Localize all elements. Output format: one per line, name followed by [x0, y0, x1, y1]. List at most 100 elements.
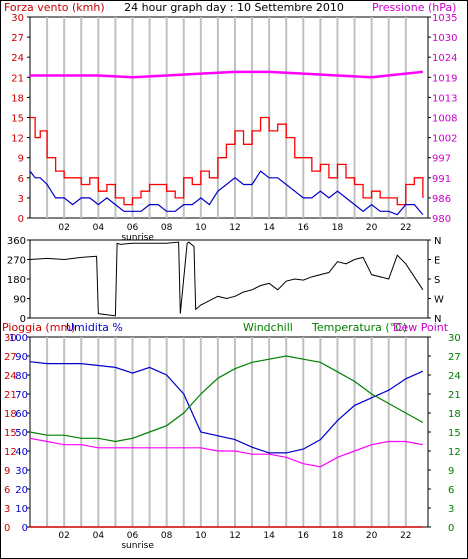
panel3-sunrise-label: sunrise: [121, 541, 154, 551]
chart-title: 24 hour graph day : 10 Settembre 2010: [124, 1, 344, 14]
panel1-left-label: Forza vento (kmh): [4, 1, 105, 14]
panel3-temp-tick: 27: [448, 352, 461, 363]
panel3-humidity-tick: 10: [15, 504, 28, 515]
series-wind-direction: [29, 241, 424, 317]
panel1-right-tick: 1035: [432, 13, 457, 24]
panel3-temp-tick: 3: [448, 504, 454, 515]
panel3-humidity-tick: 80: [15, 371, 28, 382]
panel3-x-tick: 08: [161, 531, 173, 541]
panel3-x-tick: 04: [93, 531, 105, 541]
panel1-right-tick: 986: [432, 194, 451, 205]
panel1-x-tick: 20: [366, 223, 378, 233]
panel3-dewpoint-label: Dew Point: [393, 321, 449, 334]
panel1-right-tick: 1019: [432, 73, 457, 84]
panel3-temp-tick: 21: [448, 390, 461, 401]
panel3-rain-tick: 9: [4, 466, 10, 477]
panel3-rain-tick: 21: [4, 390, 17, 401]
panel3-rain-tick: 27: [4, 352, 17, 363]
panel3-x-tick: 16: [298, 531, 310, 541]
panel3-temperature-label: Temperatura (°C): [311, 321, 407, 334]
panel3-temp-tick: 12: [448, 447, 461, 458]
panel2-left-tick: 180: [7, 275, 26, 286]
panel1-right-tick: 997: [432, 154, 451, 165]
panel1-right-tick: 1002: [432, 134, 457, 145]
panel2-right-tick: W: [434, 295, 444, 306]
panel1-x-tick: 22: [400, 223, 411, 233]
panel1-x-tick: 16: [298, 223, 310, 233]
panel3-humidity-tick: 30: [15, 466, 28, 477]
panel3-humidity-tick: 20: [15, 485, 28, 496]
panel1-left-tick: 21: [11, 73, 24, 84]
panel1-left-tick: 18: [11, 93, 24, 104]
panel3-rain-tick: 18: [4, 409, 17, 420]
panel3-rain-tick: 3: [4, 504, 10, 515]
panel3-humidity-tick: 90: [15, 352, 28, 363]
panel3-rain-tick: 15: [4, 428, 17, 439]
panel3-frame: [29, 336, 429, 528]
panel3-rain-tick: 0: [4, 523, 10, 534]
panel3-rain-tick: 12: [4, 447, 17, 458]
panel3-x-tick: 22: [400, 531, 411, 541]
panel1-left-tick: 24: [11, 53, 24, 64]
panel2-left-tick: 90: [13, 295, 26, 306]
panel2-left-tick: 270: [7, 256, 26, 267]
series-temperature: [29, 355, 424, 443]
panel3-x-tick: 06: [127, 531, 139, 541]
panel3-x-tick: 02: [58, 531, 69, 541]
panel2-left-tick: 0: [20, 314, 26, 325]
panel1-right-tick: 991: [432, 174, 451, 185]
panel3-x-tick: 20: [366, 531, 378, 541]
panel1-left-tick: 9: [18, 154, 24, 165]
series-dew-point: [29, 437, 423, 468]
panel1-right-tick: 1013: [432, 93, 457, 104]
panel1-right-tick: 1008: [432, 114, 457, 125]
panel1-right-label: Pressione (hPa): [372, 1, 456, 14]
panel3-x-tick: 10: [195, 531, 207, 541]
panel1-x-tick: 06: [127, 223, 139, 233]
panel1-frame: [29, 16, 429, 219]
panel1-left-tick: 12: [11, 134, 24, 145]
panel1-right-tick: 980: [432, 214, 451, 225]
panel1-left-tick: 6: [18, 174, 24, 185]
panel1-x-tick: 14: [263, 223, 275, 233]
panel3-rain-label: Pioggia (mm): [2, 321, 75, 334]
panel3-temp-tick: 30: [448, 333, 461, 344]
series-pressure: [30, 70, 424, 79]
panel3-humidity-tick: 40: [15, 447, 28, 458]
panel3-temp-tick: 9: [448, 466, 454, 477]
panel3-rain-tick: 6: [4, 485, 10, 496]
panel3-x-tick: 12: [229, 531, 240, 541]
panel2-right-tick: S: [434, 275, 440, 286]
panel3-temp-tick: 18: [448, 409, 461, 420]
panel3-humidity-label: Umidita %: [66, 321, 123, 334]
panel3-humidity-tick: 100: [9, 333, 28, 344]
panel3-rain-tick: 30: [4, 333, 17, 344]
panel1-left-tick: 3: [18, 194, 24, 205]
panel3-windchill-label: Windchill: [243, 321, 293, 334]
panel3-temp-tick: 0: [448, 523, 454, 534]
series-humidity: [29, 361, 424, 454]
panel1-right-tick: 1024: [432, 53, 457, 64]
panel3-x-tick: 18: [332, 531, 344, 541]
series-wind-speed: [30, 116, 424, 206]
panel1-left-tick: 30: [11, 13, 24, 24]
panel3-humidity-tick: 70: [15, 390, 28, 401]
panel1-x-tick: 18: [332, 223, 344, 233]
panel3-humidity-tick: 0: [22, 523, 28, 534]
panel1-x-tick: 04: [93, 223, 105, 233]
panel2-right-tick: N: [434, 314, 441, 325]
panel1-x-tick: 12: [229, 223, 240, 233]
panel3-temp-tick: 6: [448, 485, 454, 496]
panel3-temp-tick: 24: [448, 371, 461, 382]
series-wind-gust: [29, 170, 424, 216]
panel3-rain-tick: 24: [4, 371, 17, 382]
panel1-left-tick: 0: [18, 214, 24, 225]
panel1-sunrise-label: sunrise: [121, 233, 154, 243]
panel2-right-tick: E: [434, 256, 440, 267]
panel1-x-tick: 08: [161, 223, 173, 233]
panel1-right-tick: 1030: [432, 33, 457, 44]
panel3-humidity-tick: 60: [15, 409, 28, 420]
panel1-x-tick: 02: [58, 223, 69, 233]
